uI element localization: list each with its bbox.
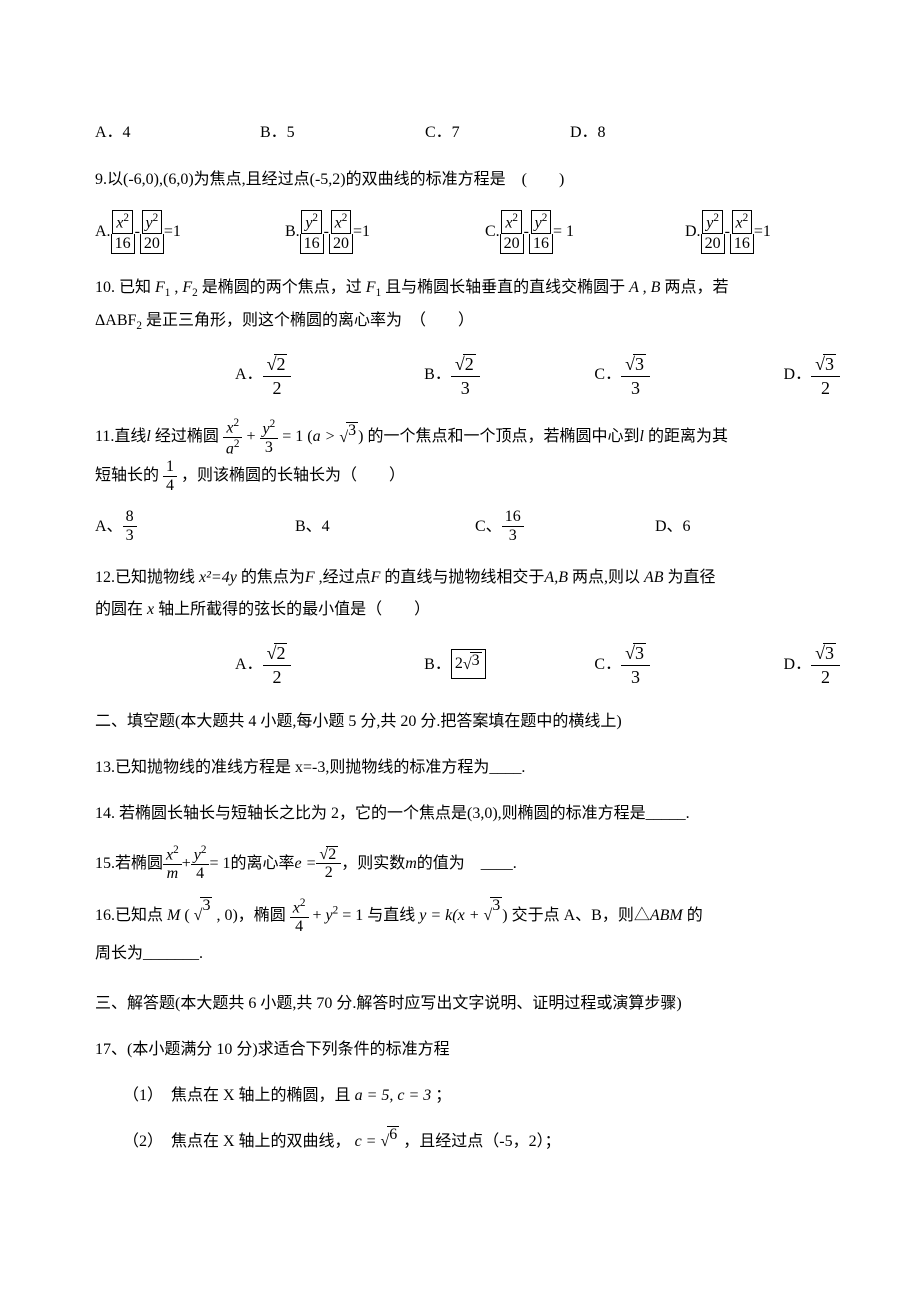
- q12-opt-d: D． √32: [784, 640, 840, 688]
- q9-stem: 9.以(-6,0),(6,0)为焦点,且经过点(-5,2)的双曲线的标准方程是 …: [95, 164, 840, 196]
- section2-title: 二、填空题(本大题共 4 小题,每小题 5 分,共 20 分.把答案填在题中的横…: [95, 706, 840, 738]
- boxed-answer: 2√3: [451, 649, 486, 679]
- q8-opt-d: D．8: [570, 120, 606, 146]
- q10-opt-a: A． √22: [235, 351, 424, 399]
- q11-options: A、 83 B、4 C、 163 D、6: [95, 508, 840, 544]
- q8-opt-c: C．7: [425, 120, 570, 146]
- q9-opt-a: A. x216 - y220 =1: [95, 210, 285, 255]
- q11-opt-d: D、6: [655, 514, 691, 540]
- q8-opt-b: B．5: [260, 120, 425, 146]
- q11-stem: 11.直线l 经过椭圆 x2a2 + y23 = 1 (a > √3) 的一个焦…: [95, 417, 840, 494]
- q12-opt-a: A． √22: [235, 640, 424, 688]
- q11-opt-a: A、 83: [95, 508, 295, 544]
- q8-opt-a: A．4: [95, 120, 260, 146]
- q8-options: A．4 B．5 C．7 D．8: [95, 120, 840, 146]
- q9-c-label: C.: [485, 219, 500, 245]
- q10-options: A． √22 B． √23 C． √33 D． √32: [95, 351, 840, 399]
- q16: 16.已知点 M ( √3 , 0)，椭圆 x24 + y2 = 1 与直线 y…: [95, 897, 840, 974]
- q9-d-label: D.: [685, 219, 701, 245]
- q9-a-label: A.: [95, 219, 111, 245]
- q10-stem: 10. 已知 F1 , F2 是椭圆的两个焦点，过 F1 且与椭圆长轴垂直的直线…: [95, 272, 840, 337]
- q17-part2: （2） 焦点在 X 轴上的双曲线， c = √6 ，且经过点（-5，2）；: [95, 1126, 840, 1158]
- q9-b-label: B.: [285, 219, 300, 245]
- q9-opt-b: B. y216 - x220 =1: [285, 210, 485, 255]
- q12-opt-c: C． √33: [594, 640, 783, 688]
- q10-opt-d: D． √32: [784, 351, 840, 399]
- q10-opt-c: C． √33: [594, 351, 783, 399]
- q12-opt-b: B． 2√3: [424, 649, 594, 679]
- q10-opt-b: B． √23: [424, 351, 594, 399]
- q14: 14. 若椭圆长轴长与短轴长之比为 2，它的一个焦点是(3,0),则椭圆的标准方…: [95, 798, 840, 830]
- q17-part1: （1） 焦点在 X 轴上的椭圆，且 a = 5, c = 3 ；: [95, 1080, 840, 1112]
- q11-opt-b: B、4: [295, 514, 475, 540]
- section3-title: 三、解答题(本大题共 6 小题,共 70 分.解答时应写出文字说明、证明过程或演…: [95, 988, 840, 1020]
- q13: 13.已知抛物线的准线方程是 x=-3,则抛物线的标准方程为____.: [95, 752, 840, 784]
- q9-options: A. x216 - y220 =1 B. y216 - x220 =1 C. x…: [95, 210, 840, 255]
- q17-stem: 17、(本小题满分 10 分)求适合下列条件的标准方程: [95, 1034, 840, 1066]
- q12-stem: 12.已知抛物线 x²=4y 的焦点为F ,经过点F 的直线与抛物线相交于A,B…: [95, 562, 840, 626]
- q11-opt-c: C、 163: [475, 508, 655, 544]
- q9-opt-d: D. y220 - x216 =1: [685, 210, 771, 255]
- q15: 15.若椭圆 x2m + y24 = 1 的离心率 e = √22 ，则实数m …: [95, 844, 840, 883]
- q9-opt-c: C. x220 - y216 = 1: [485, 210, 685, 255]
- q12-options: A． √22 B． 2√3 C． √33 D． √32: [95, 640, 840, 688]
